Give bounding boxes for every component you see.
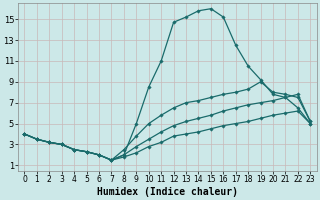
X-axis label: Humidex (Indice chaleur): Humidex (Indice chaleur) <box>97 186 238 197</box>
